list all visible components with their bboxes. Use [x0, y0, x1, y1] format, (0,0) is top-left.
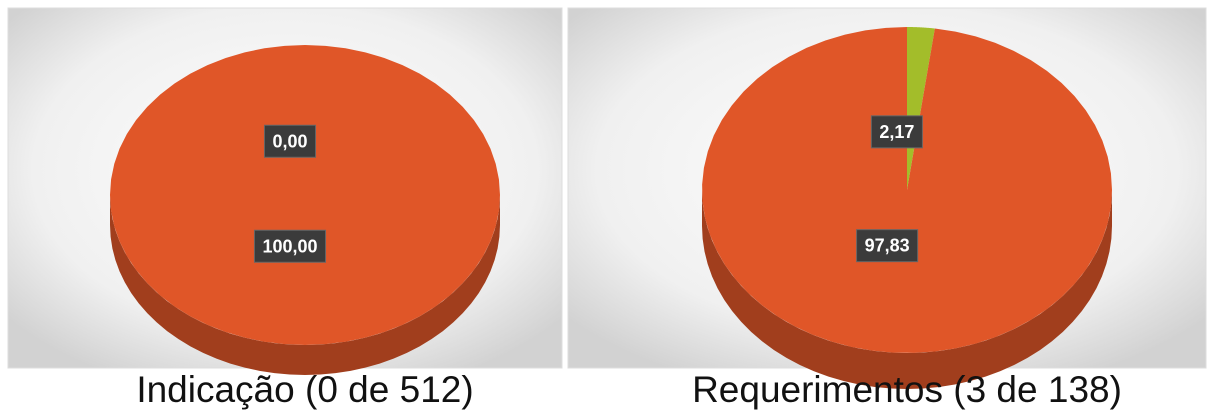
label-box — [253, 229, 327, 263]
label-box — [870, 115, 923, 149]
pie-side — [702, 190, 1112, 389]
data-label: 97,83 — [865, 236, 910, 256]
data-label: 100,00 — [262, 236, 317, 256]
data-label: 2,17 — [879, 122, 914, 142]
label-box — [856, 229, 919, 263]
pie-slice — [907, 27, 935, 190]
pie-slice — [702, 27, 1112, 353]
pie-side — [110, 195, 500, 375]
pie-slice — [110, 45, 500, 345]
chart-title: Requerimentos (3 de 138) — [692, 369, 1122, 410]
chart-title: Indicação (0 de 512) — [136, 369, 473, 410]
label-box — [263, 124, 317, 158]
data-label: 0,00 — [272, 131, 307, 151]
